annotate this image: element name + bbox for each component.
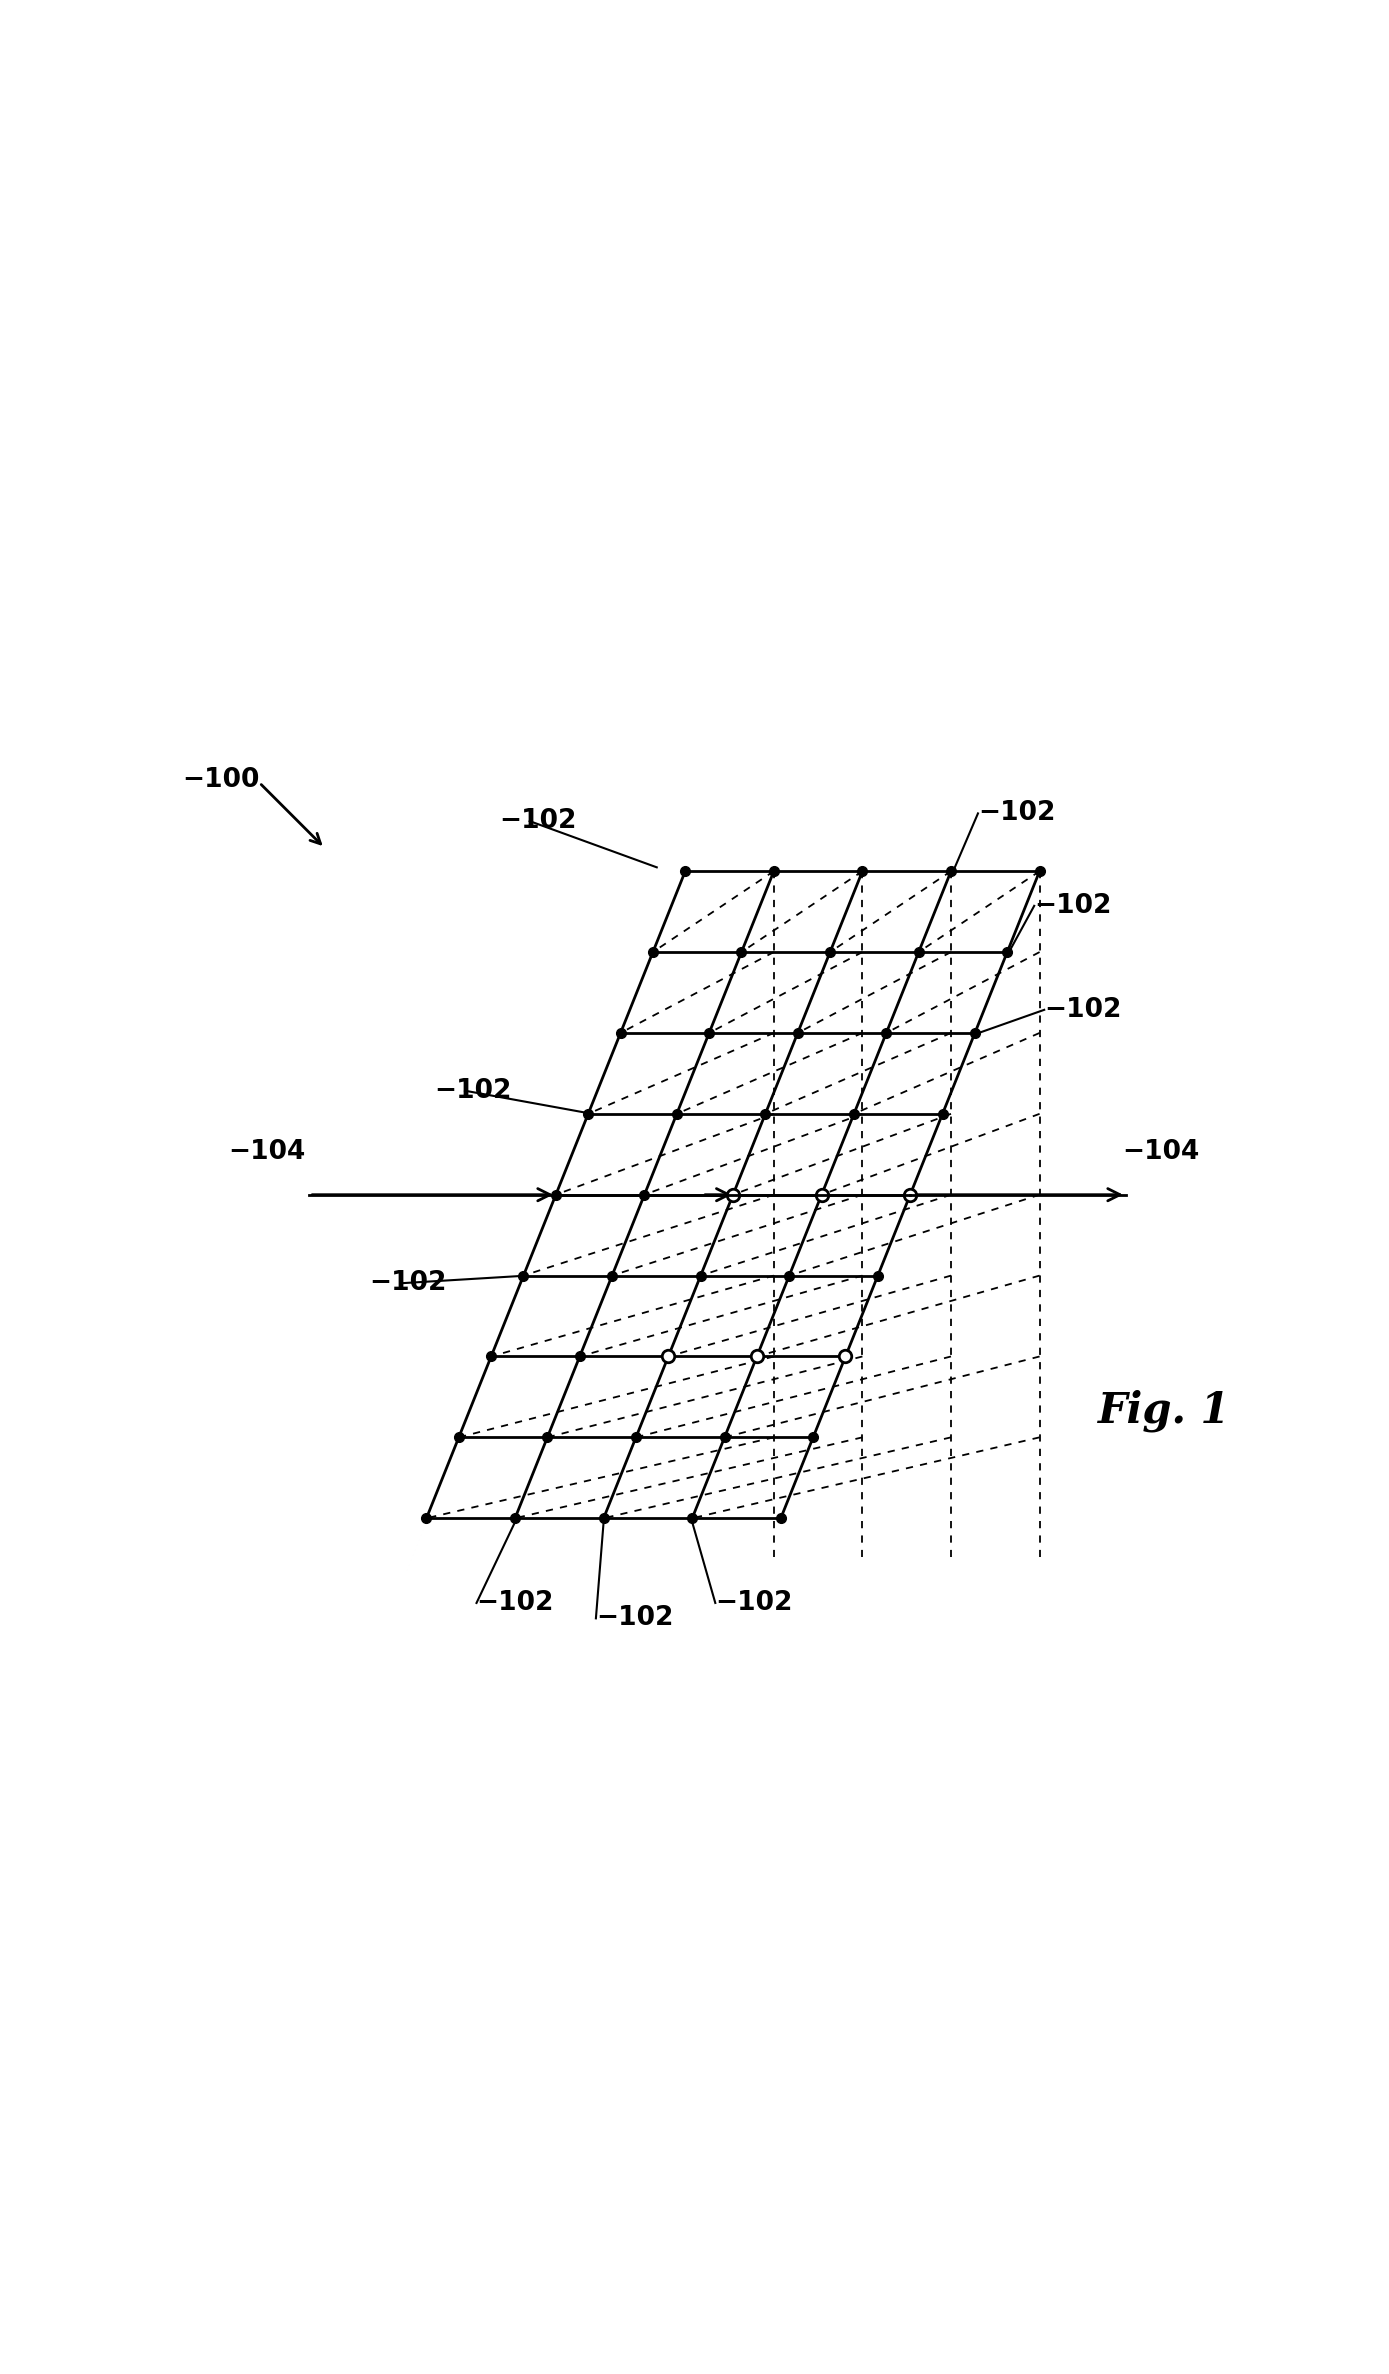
Text: −102: −102 — [499, 807, 576, 833]
Text: −102: −102 — [369, 1270, 447, 1296]
Text: −102: −102 — [476, 1591, 554, 1617]
Text: −102: −102 — [1045, 997, 1121, 1023]
Text: −104: −104 — [1122, 1140, 1199, 1166]
Text: −100: −100 — [182, 767, 260, 793]
Text: −102: −102 — [978, 800, 1056, 826]
Text: Fig. 1: Fig. 1 — [1099, 1389, 1231, 1432]
Text: −104: −104 — [228, 1140, 306, 1166]
Text: −102: −102 — [435, 1078, 511, 1104]
Text: −102: −102 — [715, 1591, 793, 1617]
Text: −102: −102 — [596, 1605, 674, 1631]
Text: −102: −102 — [1035, 893, 1111, 919]
